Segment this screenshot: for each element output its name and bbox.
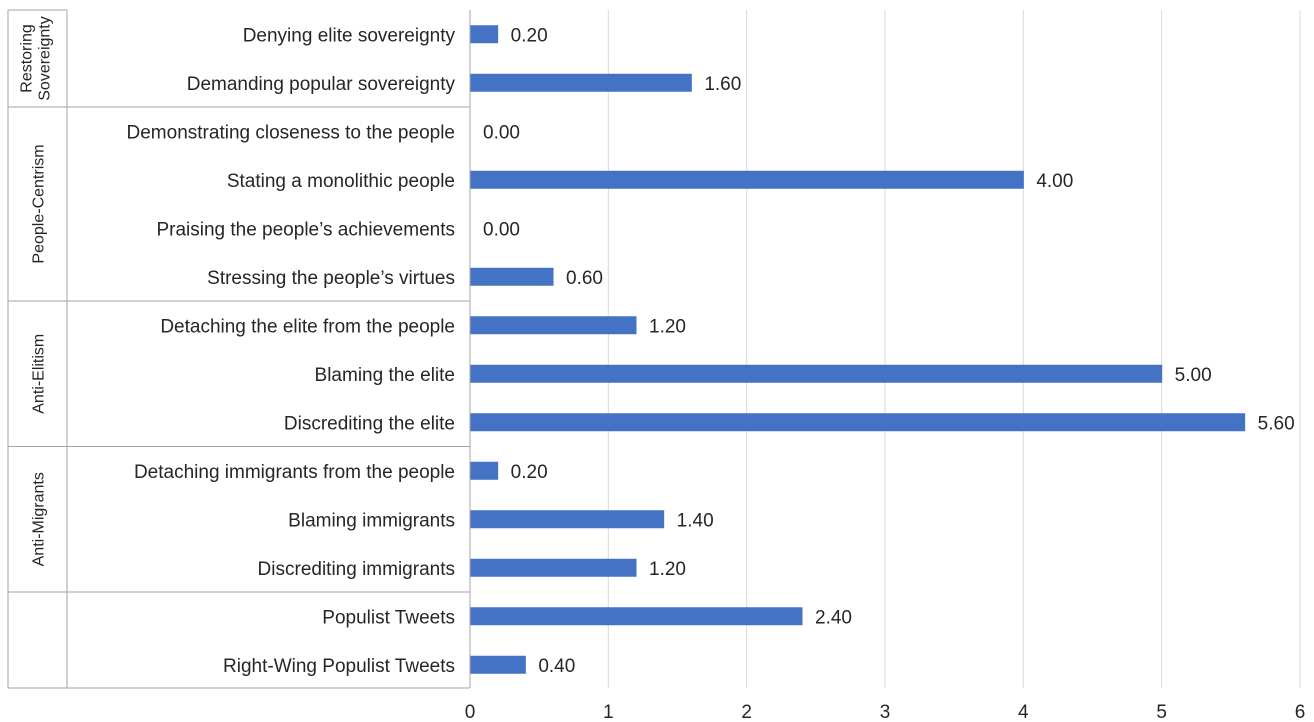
- bar: [470, 413, 1246, 432]
- bar: [470, 655, 526, 674]
- gridlines: [607, 10, 1301, 688]
- category-label: Praising the people’s achievements: [156, 219, 455, 240]
- group-label: Anti-Elitism: [31, 334, 48, 414]
- category-axis-frame: [7, 9, 471, 689]
- bar: [470, 461, 499, 480]
- x-tick-label: 3: [880, 702, 891, 722]
- data-label: 0.20: [511, 25, 548, 46]
- group-label: People-Centrism: [31, 144, 48, 263]
- data-label: 1.60: [704, 74, 741, 95]
- category-label: Detaching immigrants from the people: [134, 462, 455, 483]
- group-label: Anti-Migrants: [31, 472, 48, 566]
- category-label: Populist Tweets: [322, 607, 455, 628]
- data-label: 1.20: [649, 559, 686, 580]
- category-label: Denying elite sovereignty: [243, 25, 456, 46]
- bar: [470, 364, 1163, 383]
- data-label: 0.40: [538, 656, 575, 677]
- category-label: Discrediting the elite: [284, 413, 455, 434]
- x-tick-label: 1: [603, 702, 614, 722]
- x-tick-label: 6: [1295, 702, 1306, 722]
- category-label: Blaming the elite: [315, 365, 455, 386]
- bar: [470, 558, 637, 577]
- bar: [470, 316, 637, 335]
- x-tick-label: 4: [1018, 702, 1029, 722]
- data-label: 2.40: [815, 607, 852, 628]
- data-label: 1.20: [649, 316, 686, 337]
- category-label: Demanding popular sovereignty: [187, 74, 456, 95]
- x-tick-label: 2: [741, 702, 752, 722]
- bar: [470, 510, 665, 529]
- data-label: 0.00: [483, 122, 520, 143]
- bars: [470, 25, 1246, 674]
- category-label: Stressing the people’s virtues: [207, 268, 455, 289]
- category-label: Discrediting immigrants: [258, 559, 455, 580]
- group-label: RestoringSovereignty: [19, 16, 54, 101]
- data-label: 5.60: [1258, 413, 1295, 434]
- category-label: Stating a monolithic people: [227, 171, 455, 192]
- data-label: 1.40: [677, 510, 714, 531]
- bar: [470, 170, 1024, 189]
- category-label: Demonstrating closeness to the people: [127, 122, 455, 143]
- bar: [470, 25, 499, 44]
- data-label: 4.00: [1036, 171, 1073, 192]
- x-tick-label: 0: [465, 702, 476, 722]
- data-label: 0.20: [511, 462, 548, 483]
- data-label: 0.60: [566, 268, 603, 289]
- data-label: 0.00: [483, 219, 520, 240]
- bar: [470, 73, 692, 92]
- category-label: Right-Wing Populist Tweets: [223, 656, 455, 677]
- bar: [470, 267, 554, 286]
- x-tick-label: 5: [1156, 702, 1167, 722]
- category-label: Blaming immigrants: [288, 510, 455, 531]
- bar: [470, 607, 803, 626]
- data-label: 5.00: [1175, 365, 1212, 386]
- labels: 0 1 2 3 4 5 6 RestoringSovereignty People-Centri…: [19, 16, 1306, 722]
- category-label: Detaching the elite from the people: [160, 316, 455, 337]
